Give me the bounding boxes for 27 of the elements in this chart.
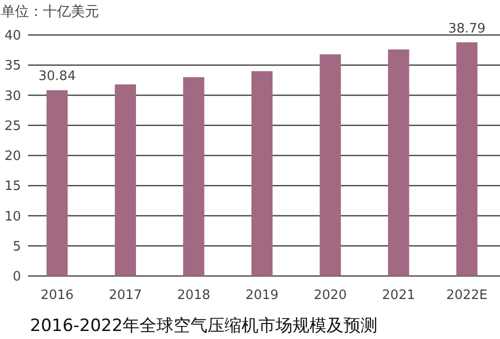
x-tick-label: 2021 [382, 288, 416, 303]
y-tick-label: 40 [4, 28, 21, 44]
y-tick-label: 15 [4, 179, 21, 194]
bar [114, 84, 136, 276]
x-tick-label: 2018 [177, 288, 210, 303]
y-tick-label: 0 [12, 270, 21, 285]
y-tick-label: 10 [4, 209, 21, 224]
bar [456, 42, 478, 276]
data-label: 30.84 [38, 69, 76, 84]
y-tick-label: 20 [4, 149, 21, 164]
bar [46, 90, 68, 276]
y-tick-label: 25 [4, 118, 21, 134]
x-tick-label: 2020 [314, 288, 347, 303]
x-tick-label: 2016 [40, 288, 74, 303]
text: 2016-2022年全球空气压缩机市场规模及预测 [30, 316, 378, 336]
x-tick-label: 2019 [245, 288, 279, 303]
bar [320, 54, 341, 276]
x-tick-label: 2017 [108, 288, 142, 303]
x-tick-label: 2022E [446, 288, 488, 303]
y-tick-label: 35 [4, 58, 21, 74]
bar [251, 71, 273, 276]
bar [388, 49, 410, 276]
bar [183, 77, 204, 276]
y-axis-title: 单位：十亿美元 [1, 4, 99, 20]
y-tick-label: 30 [4, 88, 21, 104]
data-label: 38.79 [448, 21, 486, 36]
y-tick-label: 5 [12, 239, 21, 254]
